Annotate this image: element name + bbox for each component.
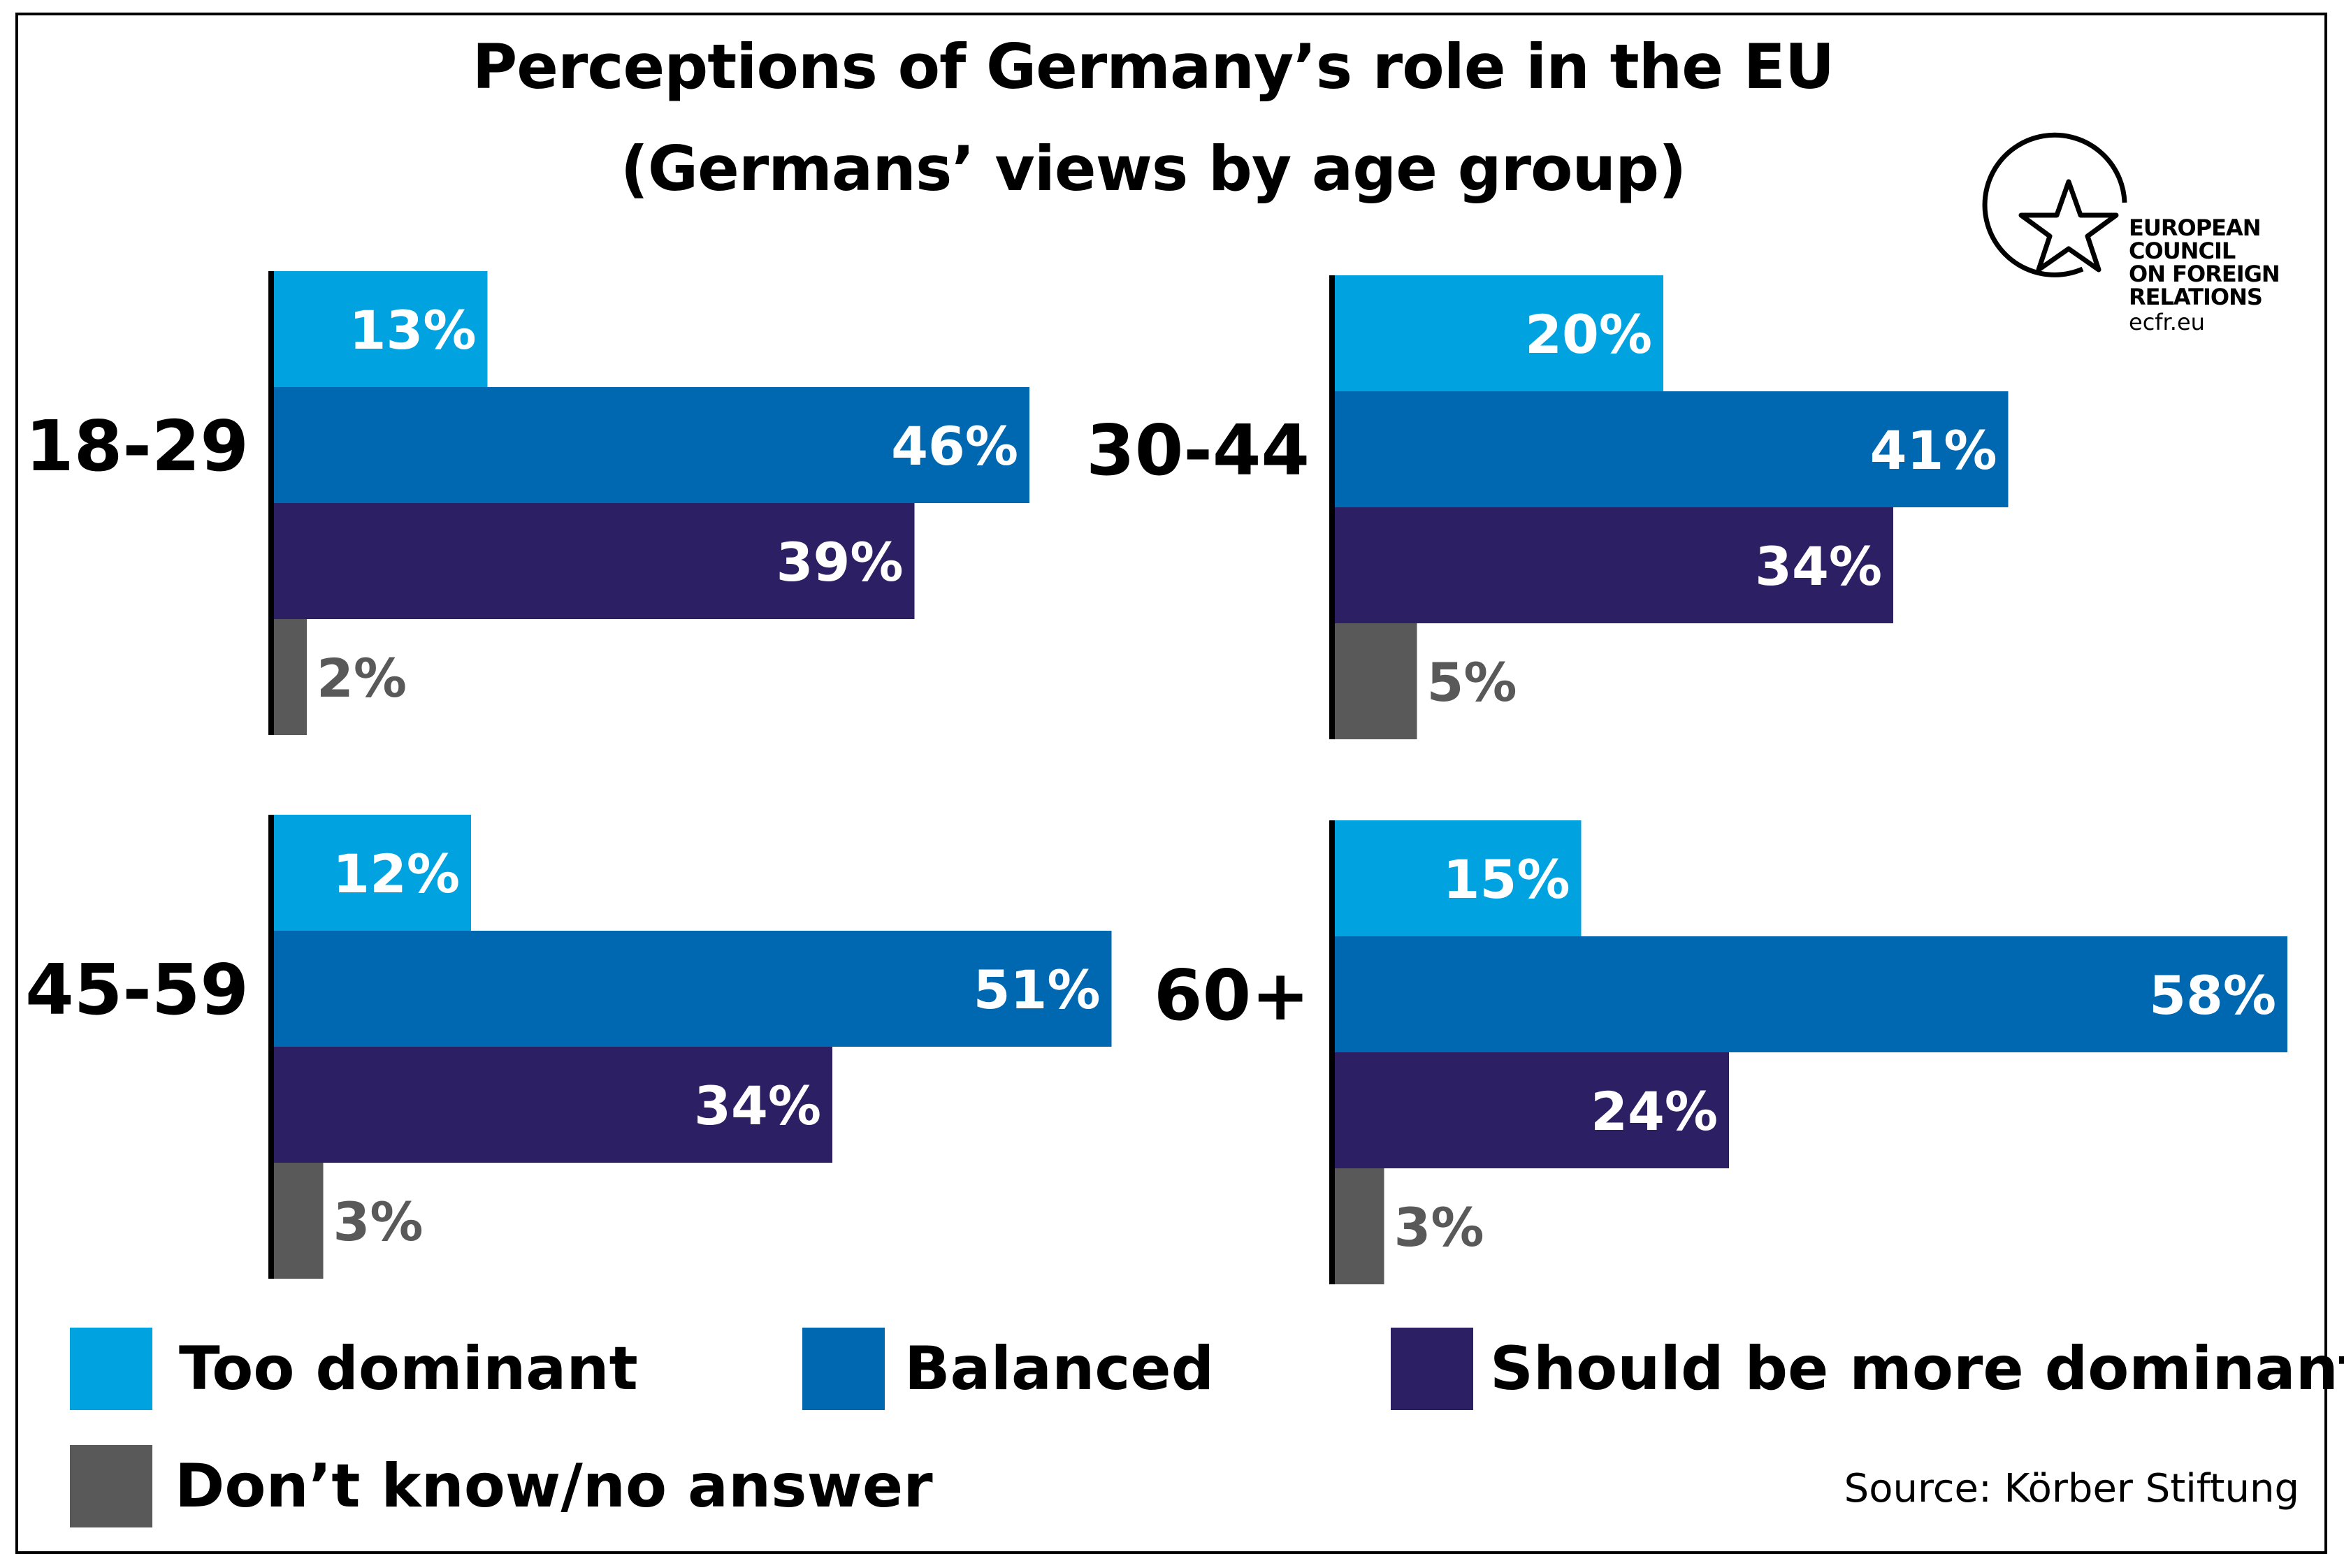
ecfr-logo: EUROPEAN COUNCIL ON FOREIGN RELATIONS ec… (1978, 126, 2280, 335)
data-label-18-29-more-dominant: 39% (776, 531, 904, 593)
data-label-60plus-more-dominant: 24% (1591, 1080, 1718, 1142)
bar-45-59-too-dominant (274, 815, 471, 931)
data-label-18-29-too-dominant: 13% (349, 299, 477, 361)
group-label-60plus: 60+ (1154, 954, 1310, 1036)
legend-swatch-balanced (802, 1328, 885, 1410)
bar-45-59-dont-know (274, 1163, 324, 1279)
data-label-60plus-too-dominant: 15% (1443, 848, 1570, 910)
logo-emblem-icon (1982, 132, 2127, 277)
data-label-18-29-dont-know: 2% (317, 647, 407, 709)
legend-label-balanced: Balanced (904, 1334, 1215, 1404)
bar-60plus-dont-know (1335, 1168, 1384, 1284)
chart-title: Perceptions of Germany’s role in the EU (472, 31, 1835, 103)
data-label-30-44-dont-know: 5% (1427, 651, 1517, 713)
data-label-45-59-more-dominant: 34% (694, 1075, 821, 1137)
bar-45-59-balanced (274, 931, 1112, 1047)
logo-line-3: ON FOREIGN (2129, 261, 2280, 287)
axis-line-18-29 (268, 271, 274, 735)
group-label-18-29: 18-29 (25, 405, 249, 487)
bar-18-29-dont-know (274, 619, 307, 735)
axis-line-45-59 (268, 815, 274, 1279)
legend-label-more-dominant: Should be more dominant (1490, 1334, 2344, 1404)
legend-swatch-more-dominant (1391, 1328, 1473, 1410)
bar-18-29-balanced (274, 387, 1029, 503)
group-label-30-44: 30-44 (1086, 409, 1310, 491)
data-label-30-44-too-dominant: 20% (1525, 303, 1652, 365)
bar-60plus-balanced (1335, 936, 2287, 1052)
bar-18-29-too-dominant (274, 271, 488, 387)
bar-18-29-more-dominant (274, 503, 915, 619)
bar-30-44-balanced (1335, 391, 2009, 507)
axis-line-60plus (1329, 820, 1335, 1284)
logo-line-1: EUROPEAN (2129, 215, 2262, 241)
bar-60plus-more-dominant (1335, 1052, 1729, 1168)
logo-line-2: COUNCIL (2129, 238, 2236, 264)
data-label-45-59-too-dominant: 12% (333, 843, 460, 905)
axis-line-30-44 (1329, 275, 1335, 739)
data-label-30-44-more-dominant: 34% (1755, 535, 1882, 597)
legend-label-dont-know: Don’t know/no answer (175, 1451, 933, 1521)
data-label-45-59-dont-know: 3% (333, 1191, 424, 1253)
data-label-18-29-balanced: 46% (891, 415, 1018, 477)
data-label-45-59-balanced: 51% (974, 959, 1101, 1021)
logo-line-4: RELATIONS (2129, 284, 2263, 310)
source-note: Source: Körber Stiftung (1844, 1466, 2299, 1511)
legend-swatch-dont-know (70, 1445, 152, 1527)
bar-30-44-too-dominant (1335, 275, 1663, 391)
group-label-45-59: 45-59 (25, 949, 249, 1031)
bar-30-44-more-dominant (1335, 507, 1893, 623)
legend-swatch-too-dominant (70, 1328, 152, 1410)
chart-subtitle: (Germans’ views by age group) (620, 133, 1687, 205)
data-label-30-44-balanced: 41% (1870, 419, 1997, 481)
data-label-60plus-balanced: 58% (2149, 964, 2276, 1026)
logo-url: ecfr.eu (2129, 309, 2205, 335)
bar-60plus-too-dominant (1335, 820, 1582, 936)
chart-frame (15, 13, 2327, 1554)
bar-30-44-dont-know (1335, 623, 1417, 739)
legend-label-too-dominant: Too dominant (179, 1334, 638, 1404)
data-label-60plus-dont-know: 3% (1394, 1196, 1484, 1258)
bar-45-59-more-dominant (274, 1047, 832, 1163)
